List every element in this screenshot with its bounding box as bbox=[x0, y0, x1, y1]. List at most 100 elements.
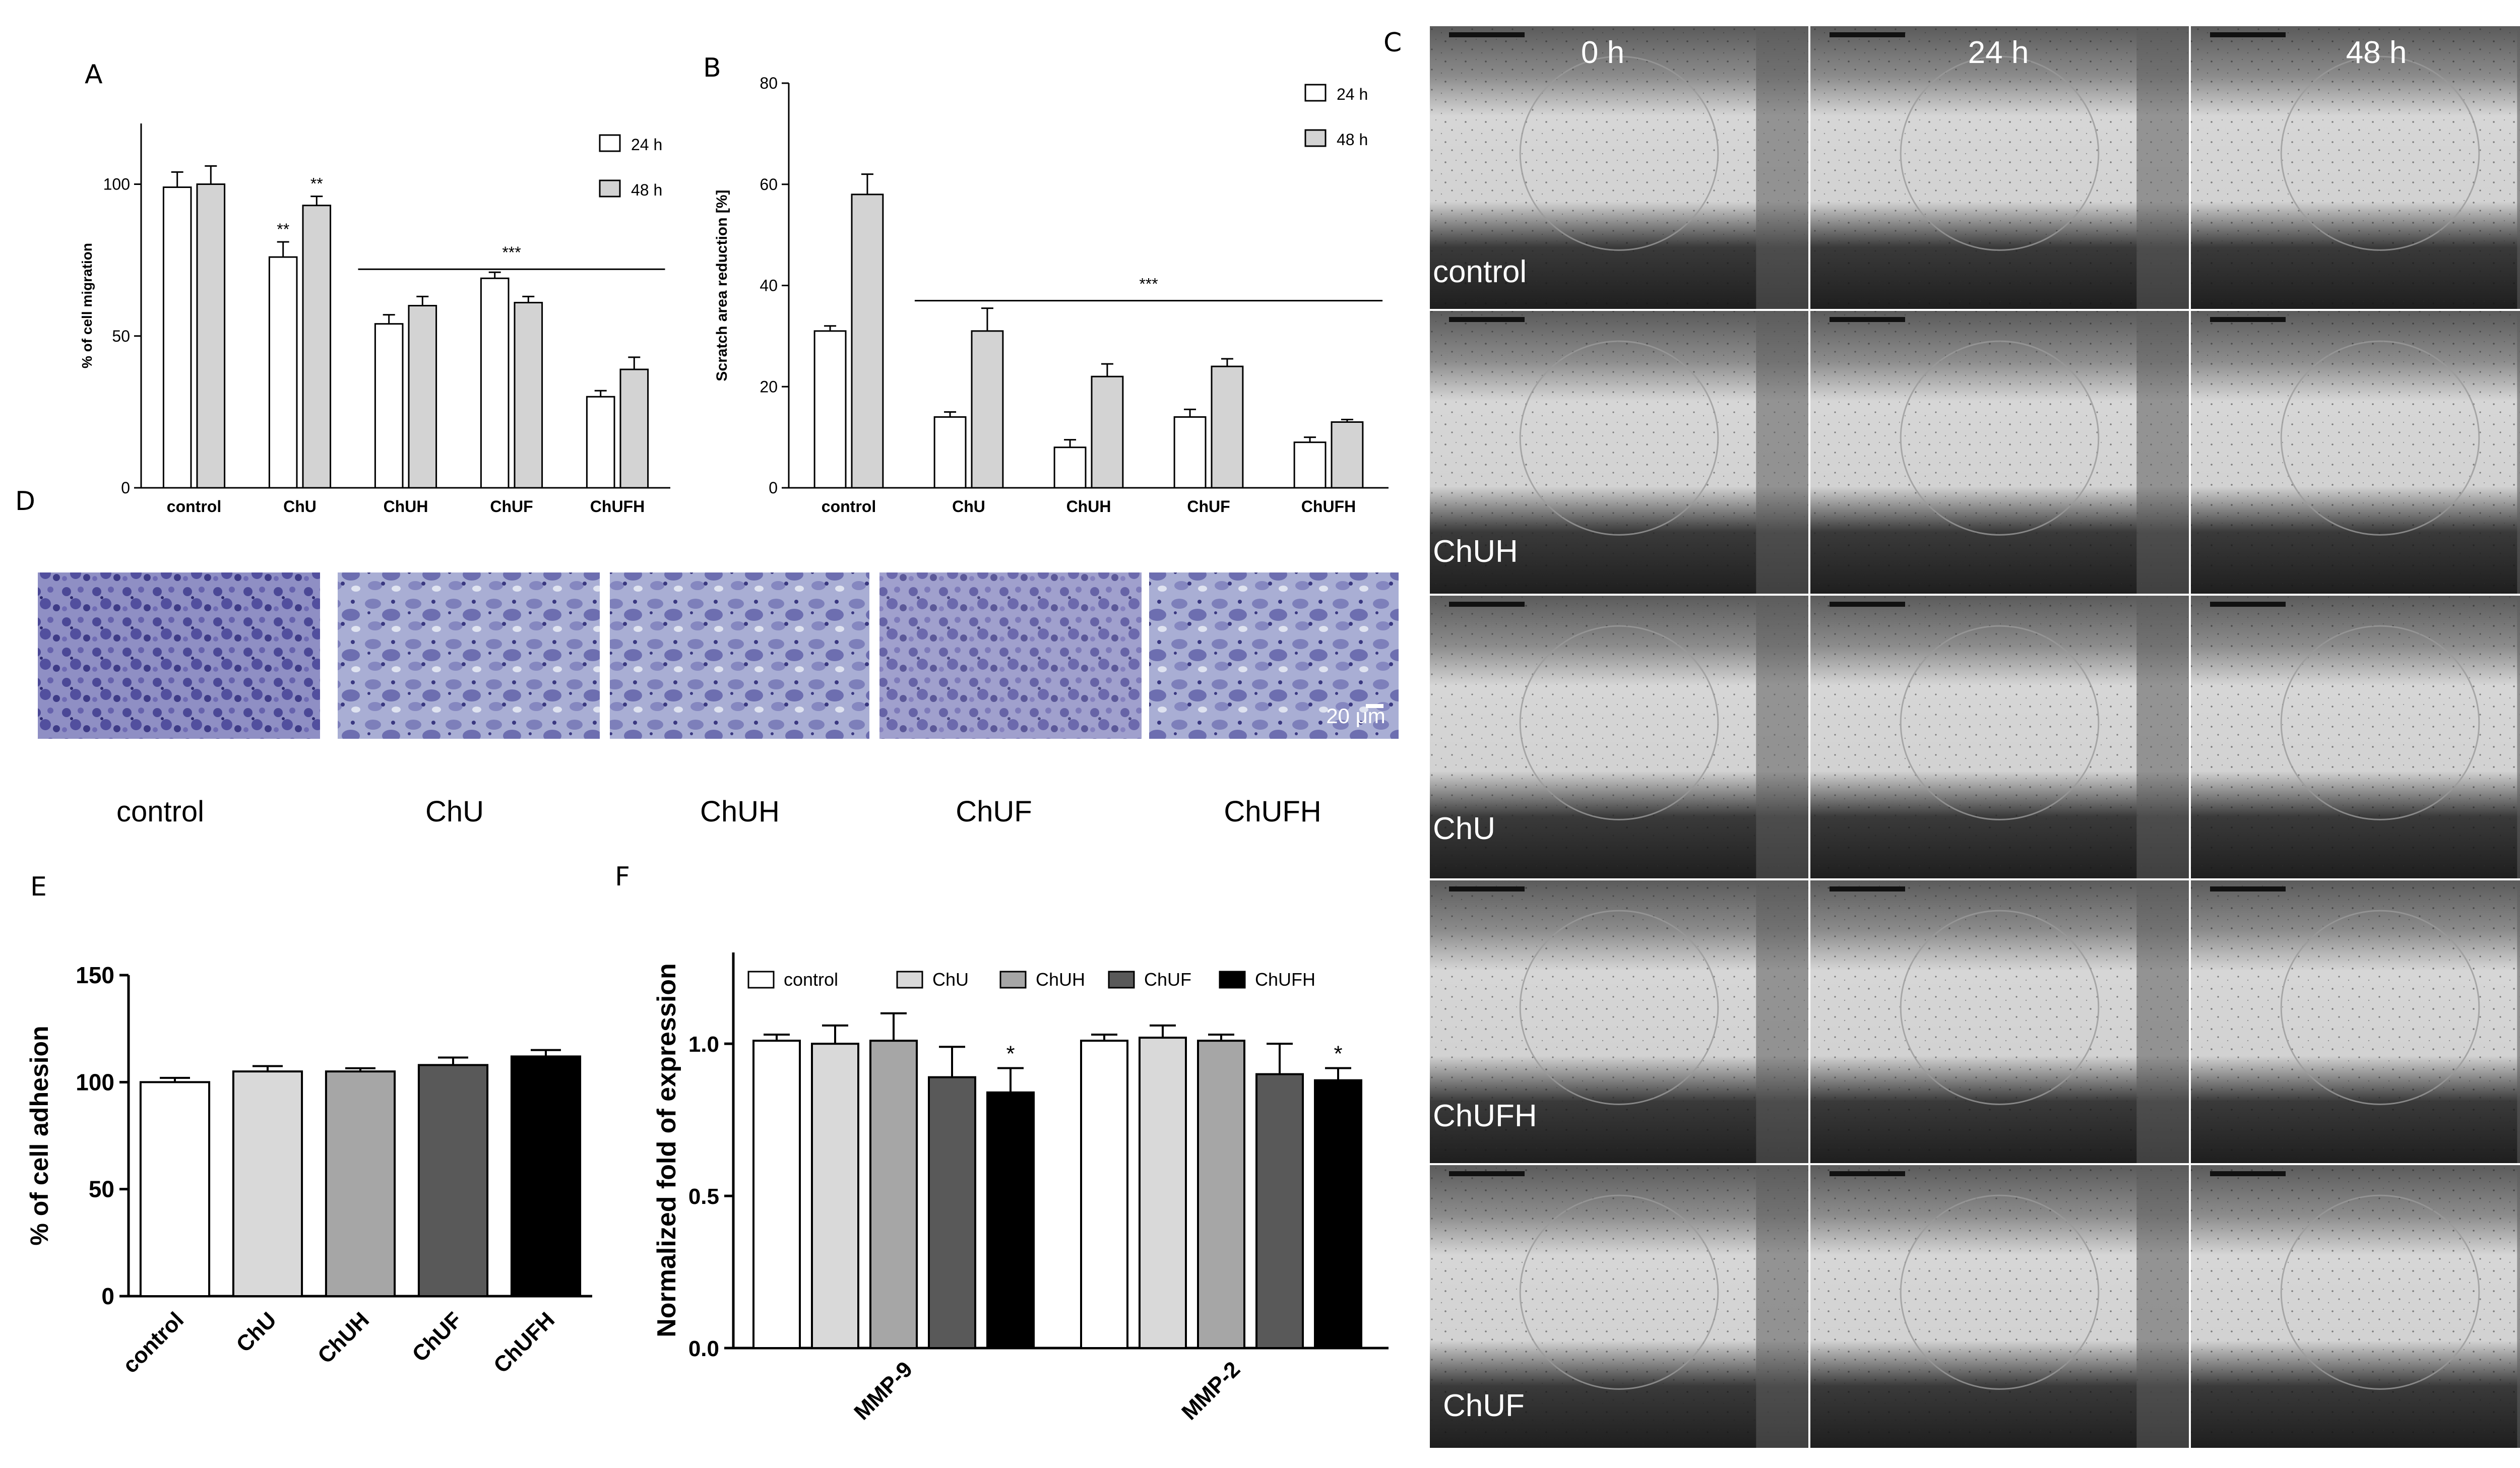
scratch-cell-border bbox=[2189, 1163, 2520, 1449]
scratch-texture bbox=[1429, 879, 1809, 1164]
y-tick-label: 1.0 bbox=[688, 1032, 719, 1057]
x-tick-label: ChUFH bbox=[1301, 497, 1356, 516]
scratch-edge-shadow bbox=[1756, 879, 1809, 1164]
scratch-texture bbox=[2190, 595, 2520, 879]
scratch-texture bbox=[1429, 595, 1809, 879]
significance-label: *** bbox=[1139, 275, 1158, 293]
y-axis-label: % of cell adhesion bbox=[25, 1026, 53, 1245]
x-tick-label: ChUFH bbox=[590, 497, 645, 516]
scratch-edge-shadow bbox=[1756, 1164, 1809, 1449]
scratch-well-outline bbox=[2280, 1194, 2480, 1390]
y-tick-label: 80 bbox=[760, 74, 778, 92]
c-time-label-1: 24 h bbox=[1968, 35, 2029, 70]
significance-label: * bbox=[1006, 1041, 1015, 1066]
d-label-chuf: ChUF bbox=[956, 795, 1032, 828]
c-row-label-chufh: ChUFH bbox=[1433, 1099, 1537, 1133]
scratch-edge-shadow bbox=[2517, 1164, 2520, 1449]
y-tick-label: 0.0 bbox=[688, 1336, 719, 1361]
scratch-texture bbox=[2190, 25, 2520, 310]
scratch-well-outline bbox=[2280, 910, 2480, 1105]
bar-chufh-0 bbox=[586, 396, 615, 489]
x-tick-label: ChU bbox=[283, 497, 317, 516]
bar-mmp-9-chufh bbox=[986, 1091, 1035, 1349]
scratch-edge-shadow bbox=[2517, 310, 2520, 595]
bar-chuh bbox=[325, 1070, 396, 1297]
y-tick-label: 40 bbox=[760, 277, 778, 295]
y-tick-label: 100 bbox=[103, 175, 130, 194]
bar-control-0 bbox=[162, 186, 192, 489]
scratch-well-outline bbox=[2280, 340, 2480, 536]
scratch-scalebar bbox=[2210, 602, 2286, 607]
scratch-edge-shadow bbox=[2136, 25, 2190, 310]
y-tick-label: 0.5 bbox=[688, 1184, 719, 1209]
scratch-texture bbox=[1809, 595, 2190, 879]
legend-label: control bbox=[784, 969, 838, 990]
y-tick-label: 150 bbox=[76, 962, 114, 988]
scratch-well-outline bbox=[1519, 55, 1719, 251]
x-tick-label: control bbox=[167, 497, 221, 516]
micrograph-chu bbox=[338, 572, 600, 739]
scratch-well-outline bbox=[1519, 340, 1719, 536]
bar-control bbox=[139, 1081, 211, 1297]
significance-label: ** bbox=[277, 220, 289, 238]
legend-label: ChUF bbox=[1144, 969, 1191, 990]
chart-b: 0 20 40 60 80 Scratch area reduction [%] contr… bbox=[714, 74, 1389, 516]
bar-control-0 bbox=[813, 330, 847, 489]
micrograph-chuh bbox=[610, 572, 869, 739]
scratch-well-outline bbox=[1519, 625, 1719, 820]
legend-label: 24 h bbox=[1337, 85, 1368, 103]
panel-c-scratch-grid: control ChUH ChU ChUFH ChUF 0 h 24 h 48 h bbox=[1429, 25, 2520, 1449]
scratch-scalebar bbox=[1449, 886, 1525, 891]
scratch-edge-shadow bbox=[1756, 595, 1809, 879]
scalebar bbox=[1366, 704, 1383, 708]
c-time-label-0: 0 h bbox=[1581, 35, 1624, 70]
legend-swatch bbox=[1304, 129, 1327, 147]
bar-chuh-1 bbox=[1091, 375, 1124, 489]
bar-mmp-9-chuf bbox=[928, 1076, 976, 1350]
legend-swatch bbox=[1108, 971, 1135, 989]
panel-label-a: A bbox=[85, 59, 103, 90]
scratch-scalebar bbox=[1830, 602, 1905, 607]
scratch-well-outline bbox=[1900, 1194, 2100, 1390]
legend-swatch bbox=[999, 971, 1027, 989]
scratch-scalebar bbox=[1449, 32, 1525, 37]
x-tick-label: control bbox=[118, 1307, 188, 1378]
x-tick-label: ChUH bbox=[384, 497, 428, 516]
x-tick-label: ChUF bbox=[407, 1307, 467, 1367]
x-tick-label: ChUF bbox=[1187, 497, 1230, 516]
d-label-chufh: ChUFH bbox=[1224, 795, 1321, 828]
bar-mmp-9-chuh bbox=[869, 1040, 918, 1350]
bar-mmp-2-chuh bbox=[1197, 1040, 1245, 1350]
scratch-scalebar bbox=[1830, 886, 1905, 891]
x-tick-label: ChUF bbox=[490, 497, 533, 516]
significance-label: *** bbox=[502, 243, 521, 262]
legend-swatch bbox=[1304, 84, 1327, 102]
scratch-well-outline bbox=[2280, 625, 2480, 820]
bar-chuf-1 bbox=[1211, 365, 1244, 489]
chart-a: 0 50 100 % of cell migration control ChU ChUH C… bbox=[79, 123, 670, 516]
x-tick-label: MMP-2 bbox=[1177, 1357, 1245, 1425]
y-tick-label: 50 bbox=[89, 1176, 114, 1202]
scratch-well-outline bbox=[1900, 910, 2100, 1105]
bar-chuh-0 bbox=[374, 323, 404, 489]
scratch-edge-shadow bbox=[2136, 310, 2190, 595]
chart-e: 0 50 100 150 % of cell adhesion control ChU ChU… bbox=[25, 962, 592, 1378]
d-label-chuh: ChUH bbox=[700, 795, 780, 828]
bar-chuf-0 bbox=[480, 277, 510, 489]
panel-label-e: E bbox=[30, 872, 47, 902]
legend-label: 48 h bbox=[1337, 131, 1368, 149]
d-label-chu: ChU bbox=[425, 795, 484, 828]
legend-label: ChU bbox=[932, 969, 969, 990]
scratch-texture bbox=[2190, 879, 2520, 1164]
scratch-scalebar bbox=[1830, 32, 1905, 37]
legend-swatch bbox=[896, 971, 923, 989]
bar-chufh bbox=[510, 1055, 582, 1297]
bar-chu-1 bbox=[302, 205, 332, 489]
scalebar-label: 20 μm bbox=[1326, 704, 1385, 728]
legend-label: ChUFH bbox=[1255, 969, 1315, 990]
legend-swatch bbox=[1219, 971, 1246, 989]
y-tick-label: 60 bbox=[760, 175, 778, 194]
panel-label-c: C bbox=[1383, 28, 1402, 58]
significance-label: * bbox=[1334, 1041, 1342, 1066]
scratch-texture bbox=[1429, 1164, 1809, 1449]
